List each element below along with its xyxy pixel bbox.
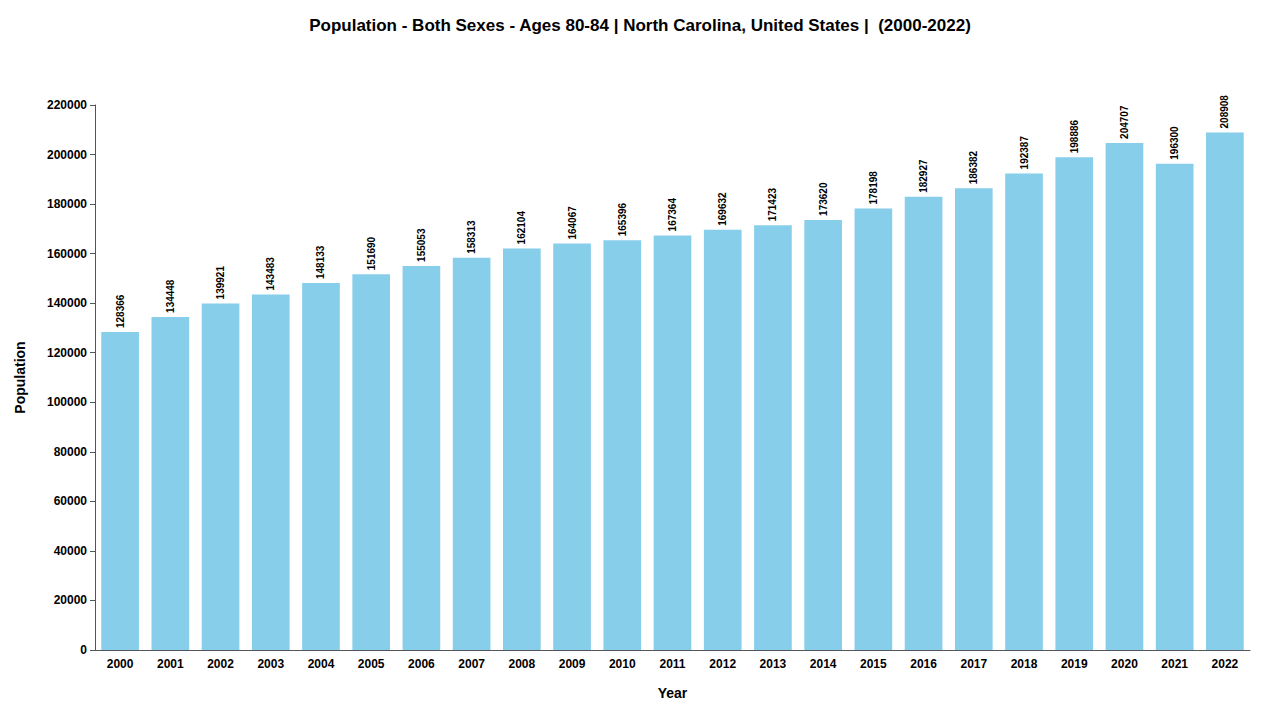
- svg-text:2008: 2008: [508, 657, 535, 671]
- svg-text:2020: 2020: [1111, 657, 1138, 671]
- svg-text:2002: 2002: [207, 657, 234, 671]
- svg-text:Population: Population: [12, 341, 28, 413]
- svg-text:0: 0: [80, 643, 87, 657]
- svg-text:2017: 2017: [960, 657, 987, 671]
- svg-text:2013: 2013: [760, 657, 787, 671]
- svg-text:169632: 169632: [717, 192, 728, 226]
- svg-text:80000: 80000: [54, 445, 88, 459]
- svg-text:2014: 2014: [810, 657, 837, 671]
- svg-text:160000: 160000: [47, 247, 87, 261]
- svg-text:2006: 2006: [408, 657, 435, 671]
- svg-text:20000: 20000: [54, 593, 88, 607]
- svg-text:2015: 2015: [860, 657, 887, 671]
- svg-text:2003: 2003: [257, 657, 284, 671]
- svg-text:171423: 171423: [767, 188, 778, 222]
- svg-text:180000: 180000: [47, 197, 87, 211]
- svg-text:2022: 2022: [1212, 657, 1239, 671]
- svg-text:220000: 220000: [47, 98, 87, 112]
- svg-text:128366: 128366: [115, 294, 126, 328]
- svg-text:173620: 173620: [818, 182, 829, 216]
- svg-text:208908: 208908: [1219, 95, 1230, 129]
- svg-text:2007: 2007: [458, 657, 485, 671]
- svg-text:178198: 178198: [868, 171, 879, 205]
- svg-text:158313: 158313: [466, 220, 477, 254]
- svg-text:2000: 2000: [107, 657, 134, 671]
- svg-text:151690: 151690: [366, 236, 377, 270]
- svg-text:140000: 140000: [47, 296, 87, 310]
- svg-text:Year: Year: [658, 685, 688, 701]
- svg-text:198886: 198886: [1069, 119, 1080, 153]
- svg-text:100000: 100000: [47, 395, 87, 409]
- svg-text:134448: 134448: [165, 279, 176, 313]
- svg-text:204707: 204707: [1119, 105, 1130, 139]
- svg-text:143483: 143483: [265, 257, 276, 291]
- svg-text:2019: 2019: [1061, 657, 1088, 671]
- svg-text:2021: 2021: [1161, 657, 1188, 671]
- svg-text:2012: 2012: [709, 657, 736, 671]
- svg-text:2004: 2004: [308, 657, 335, 671]
- svg-text:182927: 182927: [918, 159, 929, 193]
- svg-text:162104: 162104: [516, 211, 527, 245]
- svg-text:2001: 2001: [157, 657, 184, 671]
- svg-text:120000: 120000: [47, 346, 87, 360]
- svg-text:164067: 164067: [567, 206, 578, 240]
- svg-text:155053: 155053: [416, 228, 427, 262]
- svg-text:40000: 40000: [54, 544, 88, 558]
- svg-text:167364: 167364: [667, 198, 678, 232]
- svg-text:200000: 200000: [47, 148, 87, 162]
- svg-text:2016: 2016: [910, 657, 937, 671]
- svg-text:165396: 165396: [617, 202, 628, 236]
- svg-text:2018: 2018: [1011, 657, 1038, 671]
- svg-text:139921: 139921: [215, 266, 226, 300]
- svg-text:2005: 2005: [358, 657, 385, 671]
- svg-text:Population - Both Sexes - Ages: Population - Both Sexes - Ages 80-84 | N…: [309, 16, 971, 35]
- svg-text:148133: 148133: [315, 245, 326, 279]
- svg-text:60000: 60000: [54, 494, 88, 508]
- svg-text:2009: 2009: [559, 657, 586, 671]
- svg-text:186382: 186382: [968, 150, 979, 184]
- svg-text:2011: 2011: [659, 657, 685, 671]
- svg-text:196300: 196300: [1169, 126, 1180, 160]
- svg-text:2010: 2010: [609, 657, 636, 671]
- svg-text:192387: 192387: [1019, 136, 1030, 170]
